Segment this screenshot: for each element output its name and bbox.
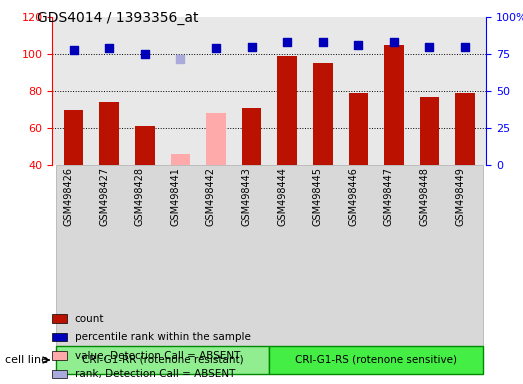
Point [176,56,185,62]
Text: count: count [75,314,104,324]
Bar [52,333,67,341]
Text: value, Detection Call = ABSENT: value, Detection Call = ABSENT [75,351,240,361]
Bar [56,165,483,346]
Text: GSM498444: GSM498444 [277,167,287,226]
Bar [52,370,67,378]
Text: GSM498445: GSM498445 [313,167,323,226]
Text: GSM498427: GSM498427 [99,167,109,226]
Text: GSM498442: GSM498442 [206,167,216,226]
Bar [242,108,262,165]
Bar [313,63,333,165]
Bar [455,93,475,165]
Text: GSM498447: GSM498447 [384,167,394,226]
Point [247,44,256,50]
Text: rank, Detection Call = ABSENT: rank, Detection Call = ABSENT [75,369,235,379]
Bar [99,102,119,165]
Point [141,51,149,57]
Bar [56,346,269,374]
Bar [277,56,297,165]
Point [212,45,220,51]
Bar [384,45,404,165]
Text: GSM498448: GSM498448 [419,167,429,226]
Bar [52,314,67,323]
Text: GSM498428: GSM498428 [135,167,145,226]
Text: cell line: cell line [5,355,48,365]
Text: percentile rank within the sample: percentile rank within the sample [75,332,251,342]
Text: GSM498449: GSM498449 [455,167,465,226]
Point [461,44,469,50]
Point [319,39,327,45]
Text: GSM498441: GSM498441 [170,167,180,226]
Bar [206,113,226,165]
Point [70,47,78,53]
Point [283,39,291,45]
Bar [419,97,439,165]
Point [105,45,113,51]
Text: GSM498426: GSM498426 [64,167,74,226]
Point [390,39,398,45]
Bar [52,351,67,360]
Text: GDS4014 / 1393356_at: GDS4014 / 1393356_at [37,11,198,25]
Text: GSM498446: GSM498446 [348,167,358,226]
Bar [64,110,84,165]
Bar [170,154,190,165]
Text: CRI-G1-RR (rotenone resistant): CRI-G1-RR (rotenone resistant) [82,355,243,365]
Point [354,42,362,48]
Point [425,44,434,50]
Bar [269,346,483,374]
Bar [348,93,368,165]
Text: CRI-G1-RS (rotenone sensitive): CRI-G1-RS (rotenone sensitive) [295,355,457,365]
Bar [135,126,155,165]
Text: GSM498443: GSM498443 [242,167,252,226]
